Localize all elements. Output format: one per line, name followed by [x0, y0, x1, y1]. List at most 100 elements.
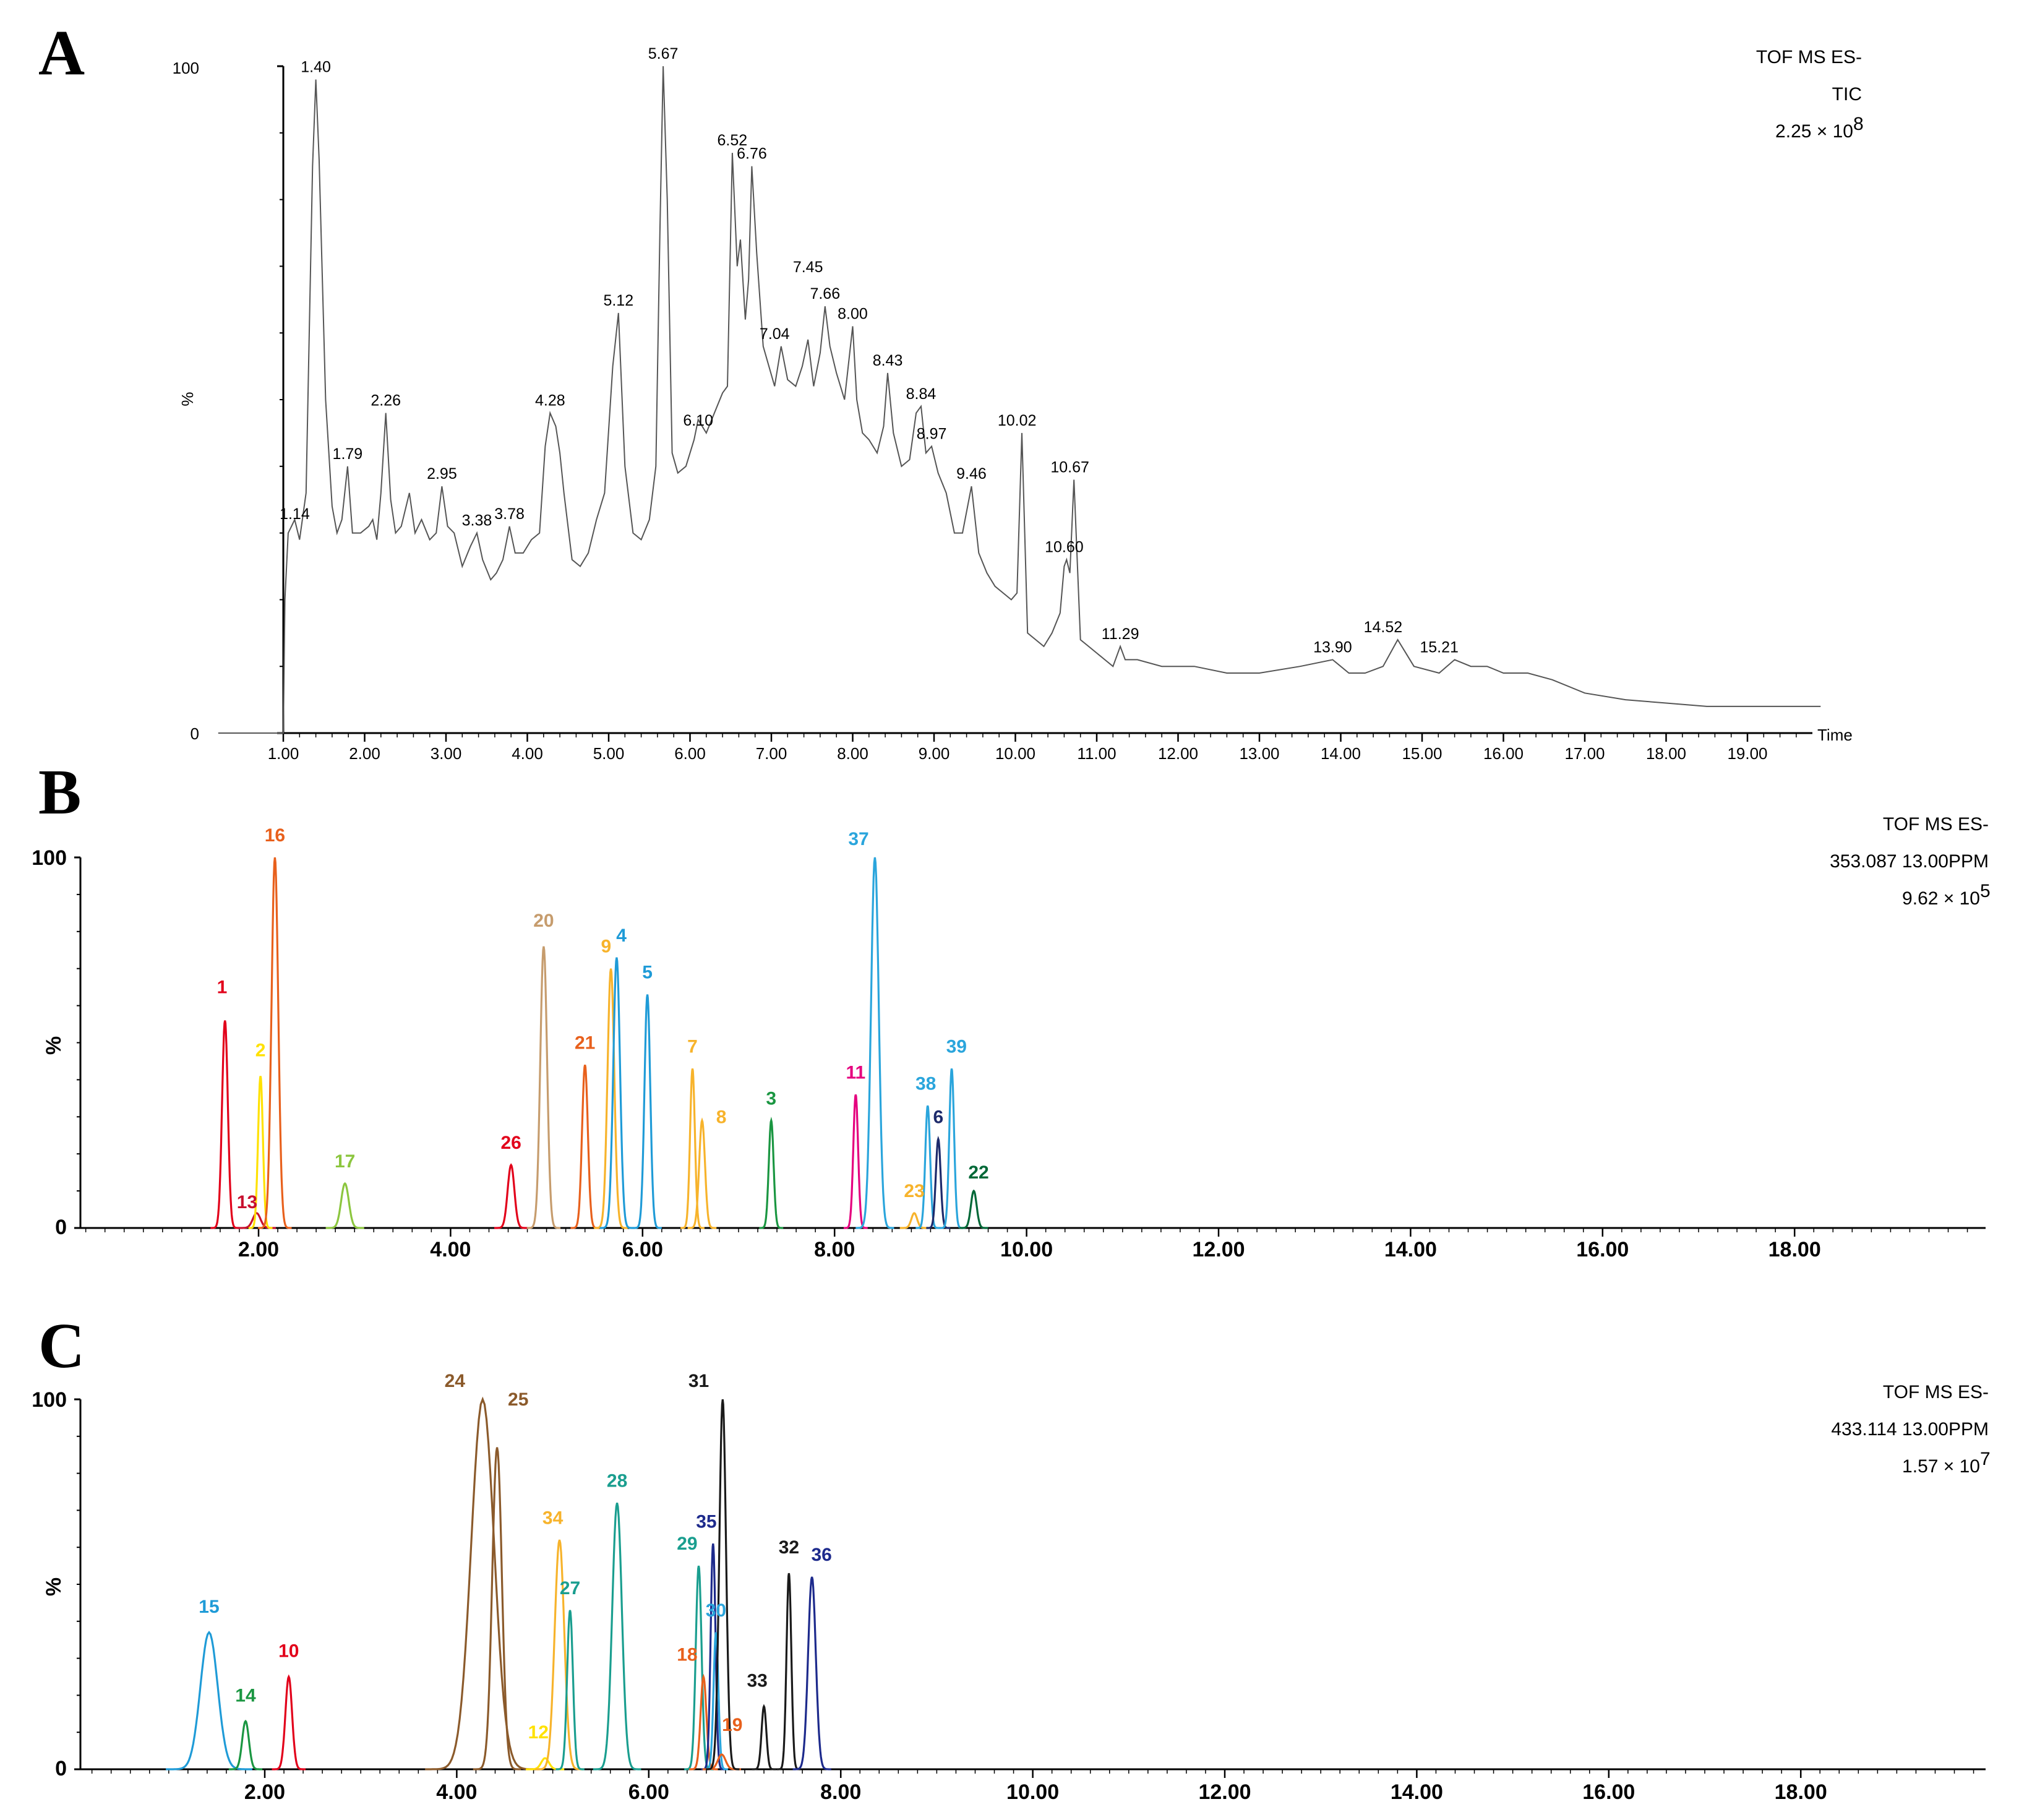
y-tick-label: 100 [32, 1388, 67, 1412]
peak-rt-label: 5.12 [603, 292, 633, 309]
x-tick-label: 18.00 [1775, 1780, 1827, 1804]
x-tick-label: 15.00 [1402, 744, 1442, 763]
peak-21-trace [570, 1065, 599, 1229]
x-tick-label: 11.00 [1077, 744, 1116, 763]
peak-3-trace [759, 1117, 784, 1229]
x-tick-label: 12.00 [1158, 744, 1198, 763]
peak-rt-label: 8.84 [906, 385, 937, 403]
peak-33-label: 33 [747, 1670, 767, 1691]
peak-7-label: 7 [687, 1036, 698, 1057]
scan-mode: TOF MS ES- [1883, 814, 1989, 835]
peak-9-label: 9 [601, 937, 611, 957]
peak-rt-label: 4.28 [535, 392, 565, 410]
peak-rt-label: 11.29 [1102, 625, 1139, 643]
panel-C: C 0 100% 2.00 4.00 6.00 8.00 10.00 12.00 14.00 16.… [32, 1310, 1990, 1804]
peak-28-trace [593, 1503, 641, 1771]
y-tick-label: 0 [55, 1757, 67, 1780]
x-tick-label: 19.00 [1727, 744, 1767, 763]
peak-26-trace [494, 1163, 528, 1229]
peak-rt-label: 5.67 [648, 45, 679, 62]
x-tick-label: 18.00 [1646, 744, 1686, 763]
peak-16-trace [258, 857, 292, 1229]
trace-descriptor: 353.087 13.00PPM [1830, 851, 1989, 872]
x-tick-label: 8.00 [820, 1780, 861, 1804]
peak-2-trace [248, 1076, 273, 1229]
peak-34-label: 34 [542, 1508, 564, 1528]
peak-4-trace [599, 957, 634, 1229]
peak-rt-label: 3.38 [462, 512, 492, 530]
x-tick-label: 17.00 [1564, 744, 1605, 763]
x-tick-label: 2.00 [244, 1780, 285, 1804]
peak-rt-label: 1.40 [301, 59, 331, 76]
peak-rt-label: 15.21 [1420, 638, 1459, 656]
peak-19-label: 19 [722, 1715, 742, 1735]
peak-27-label: 27 [560, 1578, 580, 1599]
x-tick-label: 8.00 [837, 744, 868, 763]
peak-2-label: 2 [255, 1040, 266, 1060]
y-tick-label: 0 [55, 1216, 67, 1239]
peak-34-trace [535, 1539, 584, 1771]
peak-39-label: 39 [946, 1036, 967, 1057]
y-axis-label: % [42, 1036, 66, 1055]
x-tick-label: 4.00 [512, 744, 543, 763]
peak-rt-label: 10.67 [1050, 458, 1089, 476]
x-axis-label: Time [1817, 726, 1853, 744]
peak-30-label: 30 [706, 1600, 726, 1621]
intensity-label: 9.62 × 10 [1902, 888, 1980, 909]
peak-23-label: 23 [904, 1181, 924, 1201]
peak-14-trace [228, 1719, 263, 1771]
peak-31-trace [706, 1399, 740, 1771]
peak-4-label: 4 [616, 925, 627, 946]
peak-15-label: 15 [199, 1597, 219, 1617]
x-tick-label: 6.00 [674, 744, 706, 763]
peak-10-trace [272, 1674, 306, 1771]
peak-11-trace [843, 1094, 868, 1229]
peak-23-trace [899, 1212, 929, 1229]
x-tick-label: 16.00 [1483, 744, 1524, 763]
panel-A: A 0 100% 1.00 2.00 3.00 4.00 5.00 6.00 7.00 8.00 9.… [38, 17, 1864, 763]
x-tick-label: 8.00 [814, 1238, 855, 1261]
y-tick-label: 100 [173, 59, 199, 77]
peak-rt-label: 8.43 [873, 352, 903, 369]
x-tick-label: 6.00 [628, 1780, 669, 1804]
trace-descriptor: 433.114 13.00PPM [1831, 1419, 1989, 1440]
x-tick-label: 14.00 [1391, 1780, 1443, 1804]
x-tick-label: 6.00 [622, 1238, 663, 1261]
peak-25-label: 25 [508, 1389, 528, 1410]
peak-8-trace [687, 1117, 717, 1229]
x-tick-label: 3.00 [431, 744, 462, 763]
peak-20-trace [526, 946, 561, 1229]
scan-mode: TOF MS ES- [1756, 47, 1862, 67]
y-tick-label: 0 [191, 724, 199, 743]
panel-label: A [38, 17, 85, 88]
intensity-label: 1.57 × 10 [1902, 1456, 1980, 1477]
x-tick-label: 16.00 [1576, 1238, 1629, 1261]
peak-12-label: 12 [528, 1722, 549, 1743]
peak-39-trace [940, 1068, 964, 1229]
peak-rt-label: 1.14 [280, 505, 310, 523]
peak-11-label: 11 [846, 1062, 865, 1083]
panel-label: C [38, 1310, 85, 1381]
peak-25-trace [473, 1447, 521, 1771]
x-tick-label: 12.00 [1198, 1780, 1251, 1804]
peak-33-trace [752, 1704, 776, 1771]
peak-27-trace [555, 1610, 585, 1771]
x-tick-label: 14.00 [1321, 744, 1361, 763]
peak-9-trace [594, 968, 628, 1229]
peak-13-trace [237, 1212, 276, 1229]
peak-5-label: 5 [642, 963, 653, 983]
peak-37-trace [855, 857, 894, 1229]
peak-36-trace [792, 1576, 831, 1771]
peak-26-label: 26 [500, 1133, 521, 1153]
peak-rt-label: 7.66 [810, 285, 840, 303]
peak-32-label: 32 [779, 1537, 799, 1558]
y-tick-label: 100 [32, 846, 67, 870]
x-tick-label: 13.00 [1239, 744, 1279, 763]
peak-rt-label: 7.45 [793, 259, 823, 276]
x-tick-label: 16.00 [1582, 1780, 1635, 1804]
y-axis-label: % [42, 1577, 66, 1596]
peak-24-trace [425, 1396, 541, 1771]
peak-rt-label: 3.78 [494, 505, 525, 523]
peak-rt-label: 6.10 [683, 412, 713, 429]
x-tick-label: 2.00 [238, 1238, 279, 1261]
